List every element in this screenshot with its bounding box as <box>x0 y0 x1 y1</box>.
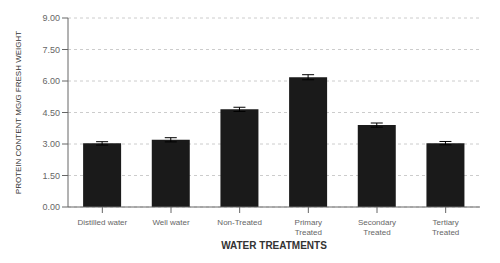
svg-text:Well water: Well water <box>152 218 190 227</box>
svg-text:7.50: 7.50 <box>42 45 60 55</box>
svg-text:PROTEIN CONTENT MG/G FRESH WEI: PROTEIN CONTENT MG/G FRESH WEIGHT <box>14 31 23 195</box>
svg-text:9.00: 9.00 <box>42 13 60 23</box>
svg-text:TertiaryTreated: TertiaryTreated <box>432 218 459 237</box>
svg-text:0.00: 0.00 <box>42 202 60 212</box>
svg-text:1.50: 1.50 <box>42 171 60 181</box>
svg-text:6.00: 6.00 <box>42 76 60 86</box>
svg-text:Non-Treated: Non-Treated <box>217 218 262 227</box>
svg-text:3.00: 3.00 <box>42 139 60 149</box>
svg-text:WATER TREATMENTS: WATER TREATMENTS <box>221 240 327 251</box>
svg-text:SecondaryTreated: SecondaryTreated <box>358 218 396 237</box>
svg-text:PrimaryTreated: PrimaryTreated <box>295 218 323 237</box>
svg-text:Distilled water: Distilled water <box>77 218 127 227</box>
svg-text:4.50: 4.50 <box>42 108 60 118</box>
